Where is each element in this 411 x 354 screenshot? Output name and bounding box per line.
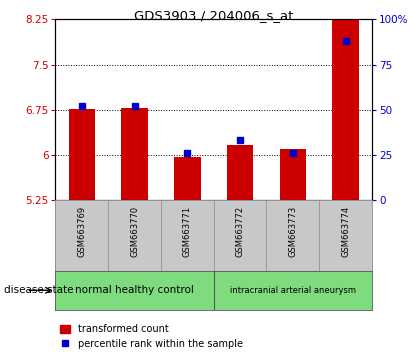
Legend: transformed count, percentile rank within the sample: transformed count, percentile rank withi… <box>60 324 243 349</box>
Text: GSM663771: GSM663771 <box>183 206 192 257</box>
Text: intracranial arterial aneurysm: intracranial arterial aneurysm <box>230 286 356 295</box>
Text: normal healthy control: normal healthy control <box>75 285 194 295</box>
Bar <box>332 0 359 200</box>
Text: GSM663774: GSM663774 <box>341 206 350 257</box>
Text: GSM663770: GSM663770 <box>130 206 139 257</box>
Bar <box>279 149 306 200</box>
Bar <box>227 145 253 200</box>
Text: GSM663769: GSM663769 <box>77 206 86 257</box>
Text: GSM663772: GSM663772 <box>236 206 245 257</box>
Text: disease state: disease state <box>4 285 74 295</box>
Bar <box>121 108 148 200</box>
Bar <box>174 157 201 200</box>
Text: GSM663773: GSM663773 <box>289 206 297 257</box>
Text: GDS3903 / 204006_s_at: GDS3903 / 204006_s_at <box>134 9 293 22</box>
Bar <box>69 109 95 200</box>
